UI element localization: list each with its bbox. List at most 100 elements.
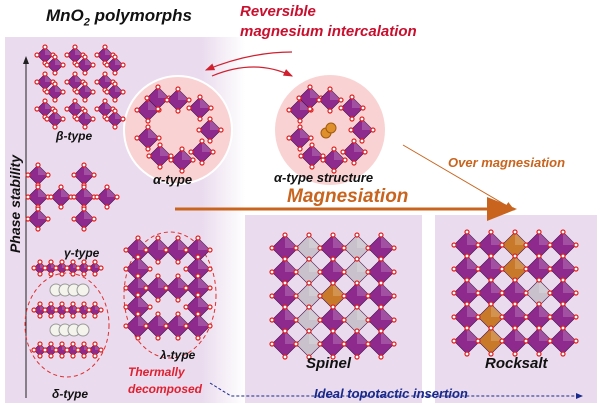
oxygen-atom	[81, 341, 87, 347]
oxygen-atom	[112, 108, 118, 114]
oxygen-atom	[293, 245, 299, 251]
oxygen-atom	[123, 304, 129, 310]
oxygen-atom	[53, 265, 59, 271]
oxygen-atom	[175, 86, 181, 92]
oxygen-atom	[35, 184, 41, 190]
oxygen-atom	[163, 323, 169, 329]
oxygen-atom	[306, 232, 312, 238]
oxygen-atom	[188, 149, 194, 155]
oxygen-atom	[70, 301, 76, 307]
oxygen-atom	[168, 157, 174, 163]
oxygen-atom	[175, 259, 181, 265]
oxygen-atom	[365, 317, 371, 323]
oxygen-atom	[330, 328, 336, 334]
oxygen-atom	[523, 290, 529, 296]
oxygen-atom	[391, 341, 397, 347]
oxygen-atom	[523, 242, 529, 248]
oxygen-atom	[175, 311, 181, 317]
oxygen-atom	[547, 266, 553, 272]
oxygen-atom	[536, 301, 542, 307]
oxygen-atom	[42, 71, 48, 77]
oxygen-atom	[341, 269, 347, 275]
oxygen-atom	[98, 347, 104, 353]
oxygen-atom	[475, 242, 481, 248]
oxygen-atom	[37, 259, 43, 265]
oxygen-atom	[391, 293, 397, 299]
reversible-label-2: magnesium intercalation	[240, 23, 417, 40]
oxygen-atom	[331, 168, 337, 174]
title-subscript: 2	[83, 16, 90, 29]
oxygen-atom	[354, 328, 360, 334]
oxygen-atom	[59, 313, 65, 319]
oxygen-atom	[37, 313, 43, 319]
oxygen-atom	[52, 54, 58, 60]
oxygen-atom	[42, 44, 48, 50]
oxygen-atom	[155, 84, 161, 90]
oxygen-atom	[348, 127, 354, 133]
magnesiation-label: Magnesiation	[287, 186, 409, 207]
oxygen-atom	[48, 259, 54, 265]
oxygen-atom	[512, 325, 518, 331]
oxygen-atom	[143, 285, 149, 291]
oxygen-atom	[44, 89, 50, 95]
oxygen-atom	[82, 124, 88, 130]
lambda-type-label: λ-type	[160, 348, 196, 362]
delta-dashed-circle	[24, 272, 110, 378]
oxygen-atom	[112, 97, 118, 103]
oxygen-atom	[102, 71, 108, 77]
diagram-title: MnO2 polymorphs	[46, 6, 192, 28]
oxygen-atom	[94, 79, 100, 85]
oxygen-atom	[98, 307, 104, 313]
oxygen-atom	[60, 62, 66, 68]
oxygen-atom	[145, 124, 151, 130]
oxygen-atom	[378, 304, 384, 310]
oxygen-atom	[123, 323, 129, 329]
oxygen-atom	[327, 108, 333, 114]
oxygen-atom	[317, 317, 323, 323]
oxygen-atom	[451, 338, 457, 344]
oxygen-atom	[207, 323, 213, 329]
oxygen-atom	[330, 256, 336, 262]
oxygen-atom	[286, 135, 292, 141]
oxygen-atom	[25, 172, 31, 178]
oxygen-atom	[195, 292, 201, 298]
oxygen-atom	[354, 354, 360, 360]
oxygen-atom	[72, 71, 78, 77]
oxygen-atom	[547, 338, 553, 344]
oxygen-atom	[75, 347, 81, 353]
oxygen-atom	[25, 216, 31, 222]
oxygen-atom	[37, 341, 43, 347]
oxygen-atom	[104, 89, 110, 95]
water-molecule	[76, 283, 90, 297]
oxygen-atom	[64, 52, 70, 58]
oxygen-atom	[59, 353, 65, 359]
oxygen-atom	[74, 62, 80, 68]
oxygen-atom	[197, 94, 203, 100]
oxygen-atom	[306, 280, 312, 286]
oxygen-atom	[60, 116, 66, 122]
oxygen-atom	[135, 254, 141, 260]
oxygen-atom	[143, 247, 149, 253]
oxygen-atom	[81, 259, 87, 265]
oxygen-atom	[297, 124, 303, 130]
oxygen-atom	[112, 81, 118, 87]
phase-stability-label: Phase stability	[7, 154, 23, 254]
oxygen-atom	[157, 142, 163, 148]
oxygen-atom	[52, 81, 58, 87]
oxygen-atom	[183, 304, 189, 310]
oxygen-atom	[293, 293, 299, 299]
spinel-structure	[269, 232, 397, 360]
oxygen-atom	[195, 273, 201, 279]
oxygen-atom	[536, 277, 542, 283]
oxygen-atom	[102, 44, 108, 50]
oxygen-atom	[163, 247, 169, 253]
oxygen-atom	[330, 354, 336, 360]
oxygen-atom	[145, 146, 151, 152]
oxygen-atom	[349, 116, 355, 122]
oxygen-atom	[195, 335, 201, 341]
oxygen-atom	[269, 245, 275, 251]
oxygen-atom	[123, 247, 129, 253]
oxygen-atom	[488, 253, 494, 259]
title-text: MnO	[46, 6, 84, 25]
